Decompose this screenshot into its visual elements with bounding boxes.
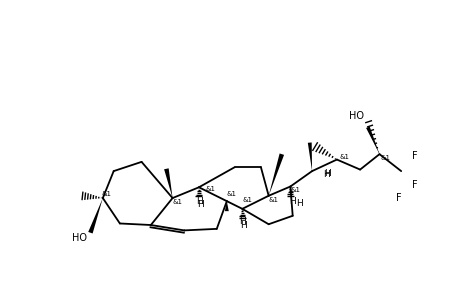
Text: H: H [289,198,296,206]
Text: &1: &1 [269,197,279,203]
Text: H: H [324,169,331,178]
Text: F: F [396,193,402,203]
Polygon shape [225,201,229,211]
Polygon shape [308,142,312,171]
Text: H: H [239,217,246,226]
Polygon shape [269,154,284,196]
Polygon shape [366,126,380,154]
Polygon shape [88,198,103,234]
Text: &1: &1 [101,191,111,197]
Text: HO: HO [72,233,87,243]
Text: H: H [296,199,303,208]
Text: H: H [240,221,247,230]
Text: &1: &1 [205,186,215,192]
Text: &1: &1 [380,155,390,161]
Text: &1: &1 [339,154,349,160]
Text: F: F [412,151,417,161]
Polygon shape [164,168,173,198]
Text: H: H [323,171,329,179]
Text: &1: &1 [173,199,182,205]
Text: F: F [412,180,417,190]
Text: &1: &1 [227,191,237,197]
Text: &1: &1 [242,197,252,203]
Text: &1: &1 [290,187,300,193]
Text: HO: HO [349,111,364,121]
Text: H: H [196,198,203,206]
Text: H: H [197,200,204,209]
